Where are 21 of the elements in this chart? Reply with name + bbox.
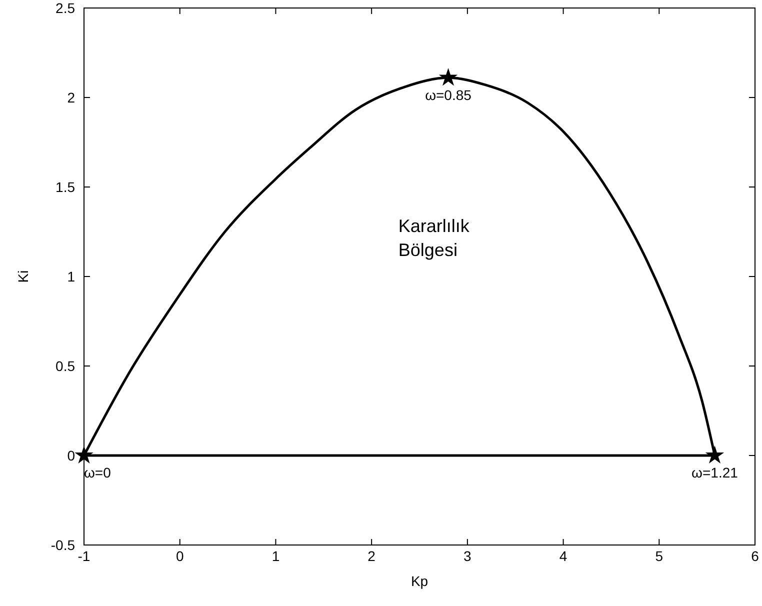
x-tick-label: 2 [368,548,376,564]
annotation: ω=0.85 [425,86,472,103]
x-tick-label: 3 [464,548,472,564]
x-axis-title: Kp [410,573,428,589]
y-tick-label: -0.5 [50,536,76,553]
annotation: Kararlılık Bölgesi [398,216,470,260]
y-tick-label: 0.5 [56,358,76,374]
y-tick-label: 1 [67,268,76,284]
y-tick-label: 2 [67,89,76,106]
annotation: ω=1.21 [692,464,738,480]
x-tick-label: 1 [272,548,280,564]
x-tick-label: 5 [655,548,664,564]
x-tick-label: 6 [751,548,760,564]
y-tick-label: 0 [67,447,76,464]
x-tick-label: 4 [559,548,568,564]
annotation: ω=0 [84,464,112,480]
y-tick-label: 2.5 [56,0,76,16]
y-axis-title: Ki [15,270,31,283]
x-tick-label: -1 [78,548,90,564]
y-tick-label: 1.5 [56,178,76,195]
x-tick-label: 0 [176,548,184,564]
